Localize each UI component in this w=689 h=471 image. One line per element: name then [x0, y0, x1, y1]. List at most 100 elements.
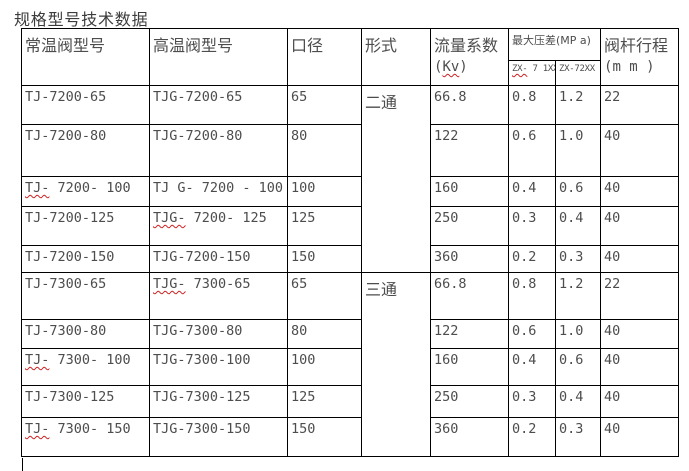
cell-stem-travel[interactable]: 22 — [600, 85, 680, 125]
cell-diameter[interactable]: 150 — [287, 417, 362, 457]
cell-normal-model-flagged-text: TJ- — [25, 180, 50, 196]
cell-flow-coeff[interactable]: 160 — [430, 348, 509, 386]
cell-normal-model-flagged-text: TJ- — [25, 421, 50, 437]
table-row: TJ- 7300- 100 TJG-7300-100 100 160 0.4 0.6 40 — [21, 348, 680, 386]
cell-zx72-pressure[interactable]: 0.4 — [554, 385, 602, 418]
cell-high-temp-model[interactable]: TJG- 7300-65 — [149, 272, 288, 320]
cell-zx72-pressure[interactable]: 0.6 — [554, 176, 602, 207]
cell-high-temp-model[interactable]: TJG-7200-80 — [149, 124, 288, 177]
cell-zx72-pressure[interactable]: 1.2 — [554, 272, 602, 320]
col-header-normal-model: 常温阀型号 — [21, 28, 150, 86]
cell-flow-coeff[interactable]: 360 — [430, 245, 509, 273]
cell-zx71-pressure[interactable]: 0.4 — [508, 176, 556, 207]
table-row: TJ-7300-80 TJG-7300-80 80 122 0.6 1.0 40 — [21, 319, 680, 349]
table-row: TJ-7300-65 TJG- 7300-65 65 三通 66.8 0.8 1.2 22 — [21, 272, 680, 457]
cell-flow-coeff[interactable]: 66.8 — [430, 272, 509, 320]
cell-high-temp-model[interactable]: TJG-7300-125 — [149, 385, 288, 418]
cell-zx72-pressure[interactable]: 1.2 — [554, 85, 602, 125]
col-header-flow-coeff: 流量系数 (Kv) — [430, 28, 509, 86]
cell-zx71-pressure[interactable]: 0.2 — [508, 245, 556, 273]
cell-diameter[interactable]: 150 — [287, 245, 362, 273]
cell-form-type[interactable]: 二通 — [361, 85, 431, 273]
cell-diameter[interactable]: 80 — [287, 124, 362, 177]
cell-normal-model[interactable]: TJ-7300-125 — [21, 385, 150, 418]
table-row: TJ- 7300- 150 TJG-7300-150 150 360 0.2 0.3 40 — [21, 417, 680, 457]
cell-zx71-pressure[interactable]: 0.3 — [508, 206, 556, 246]
header-row-main: 常温阀型号 高温阀型号 口径 形式 流量系数 (Kv) 最大压差(MP a) 阀… — [21, 28, 680, 86]
cell-flow-coeff[interactable]: 250 — [430, 385, 509, 418]
cell-stem-travel[interactable]: 40 — [600, 124, 680, 177]
cell-zx72-pressure[interactable]: 0.6 — [554, 348, 602, 386]
cell-zx71-pressure[interactable]: 0.3 — [508, 385, 556, 418]
cell-flow-coeff[interactable]: 66.8 — [430, 85, 509, 125]
cell-normal-model[interactable]: TJ-7300-80 — [21, 319, 150, 349]
page-title: 规格型号技术数据 — [14, 10, 149, 29]
cell-normal-model[interactable]: TJ- 7300- 100 — [21, 348, 150, 386]
cell-diameter[interactable]: 100 — [287, 176, 362, 207]
cell-diameter[interactable]: 125 — [287, 385, 362, 418]
cell-flow-coeff[interactable]: 250 — [430, 206, 509, 246]
flow-coeff-flagged-text: Kv — [442, 59, 460, 75]
cell-flow-coeff[interactable]: 160 — [430, 176, 509, 207]
cell-normal-model[interactable]: TJ-7200-80 — [21, 124, 150, 177]
col-header-high-temp-model: 高温阀型号 — [149, 28, 288, 86]
cell-stem-travel[interactable]: 22 — [600, 272, 680, 320]
table-row: TJ-7200-80 TJG-7200-80 80 122 0.6 1.0 40 — [21, 124, 680, 177]
table-row: TJ-7200-125 TJG- 7200- 125 125 250 0.3 0.4 40 — [21, 206, 680, 246]
cell-diameter[interactable]: 125 — [287, 206, 362, 246]
cell-stem-travel[interactable]: 40 — [600, 348, 680, 386]
cell-high-temp-model[interactable]: TJG-7300-80 — [149, 319, 288, 349]
flow-coeff-label: 流量系数 — [434, 36, 499, 55]
cell-normal-model[interactable]: TJ-7200-125 — [21, 206, 150, 246]
cell-high-temp-model[interactable]: TJG-7200-65 — [149, 85, 288, 125]
table-row: TJ-7200-65 TJG-7200-65 65 二通 66.8 0.8 1.2 22 — [21, 85, 680, 273]
cell-stem-travel[interactable]: 40 — [600, 417, 680, 457]
stem-travel-label: 阀杆行程 — [604, 36, 669, 55]
cell-flow-coeff[interactable]: 122 — [430, 319, 509, 349]
cell-high-temp-model[interactable]: TJG-7300-100 — [149, 348, 288, 386]
cell-form-type[interactable]: 三通 — [361, 272, 431, 457]
cell-zx72-pressure[interactable]: 0.4 — [554, 206, 602, 246]
cell-normal-model[interactable]: TJ-7200-65 — [21, 85, 150, 125]
cell-zx72-pressure[interactable]: 1.0 — [554, 319, 602, 349]
col-header-diameter: 口径 — [287, 28, 362, 86]
cell-diameter[interactable]: 80 — [287, 319, 362, 349]
cell-high-temp-model-flagged-text: TJG- — [153, 210, 186, 226]
cell-stem-travel[interactable]: 40 — [600, 176, 680, 207]
cell-zx72-pressure[interactable]: 0.3 — [554, 417, 602, 457]
cell-high-temp-model-flagged-text: TJG- — [153, 276, 186, 292]
spec-table: 常温阀型号 高温阀型号 口径 形式 流量系数 (Kv) 最大压差(MP a) 阀… — [21, 28, 680, 457]
cell-normal-model[interactable]: TJ- 7200- 100 — [21, 176, 150, 207]
cell-diameter[interactable]: 100 — [287, 348, 362, 386]
cell-diameter[interactable]: 65 — [287, 272, 362, 320]
cell-diameter[interactable]: 65 — [287, 85, 362, 125]
cell-normal-model-flagged-text: TJ- — [25, 352, 50, 368]
cell-zx71-pressure[interactable]: 0.8 — [508, 85, 556, 125]
cell-normal-model[interactable]: TJ- 7300- 150 — [21, 417, 150, 457]
cell-high-temp-model[interactable]: TJG-7300-150 — [149, 417, 288, 457]
cell-zx71-pressure[interactable]: 0.4 — [508, 348, 556, 386]
cell-normal-model[interactable]: TJ-7300-65 — [21, 272, 150, 320]
cell-zx72-pressure[interactable]: 1.0 — [554, 124, 602, 177]
flow-coeff-unit: (Kv) — [434, 59, 468, 75]
cell-normal-model[interactable]: TJ-7200-150 — [21, 245, 150, 273]
cell-high-temp-model[interactable]: TJG- 7200- 125 — [149, 206, 288, 246]
cell-flow-coeff[interactable]: 360 — [430, 417, 509, 457]
col-header-form: 形式 — [361, 28, 431, 86]
cell-zx71-pressure[interactable]: 0.8 — [508, 272, 556, 320]
cell-zx72-pressure[interactable]: 0.3 — [554, 245, 602, 273]
cell-zx71-pressure[interactable]: 0.2 — [508, 417, 556, 457]
cell-zx71-pressure[interactable]: 0.6 — [508, 124, 556, 177]
cell-stem-travel[interactable]: 40 — [600, 319, 680, 349]
col-header-zx71: ZX- 7 1XX — [508, 60, 556, 86]
text-cursor — [22, 458, 23, 471]
cell-stem-travel[interactable]: 40 — [600, 245, 680, 273]
cell-stem-travel[interactable]: 40 — [600, 206, 680, 246]
cell-high-temp-model[interactable]: TJ G- 7200 - 100 — [149, 176, 288, 207]
cell-stem-travel[interactable]: 40 — [600, 385, 680, 418]
table-row: TJ-7200-150 TJG-7200-150 150 360 0.2 0.3 40 — [21, 245, 680, 273]
cell-zx71-pressure[interactable]: 0.6 — [508, 319, 556, 349]
cell-flow-coeff[interactable]: 122 — [430, 124, 509, 177]
cell-high-temp-model[interactable]: TJG-7200-150 — [149, 245, 288, 273]
